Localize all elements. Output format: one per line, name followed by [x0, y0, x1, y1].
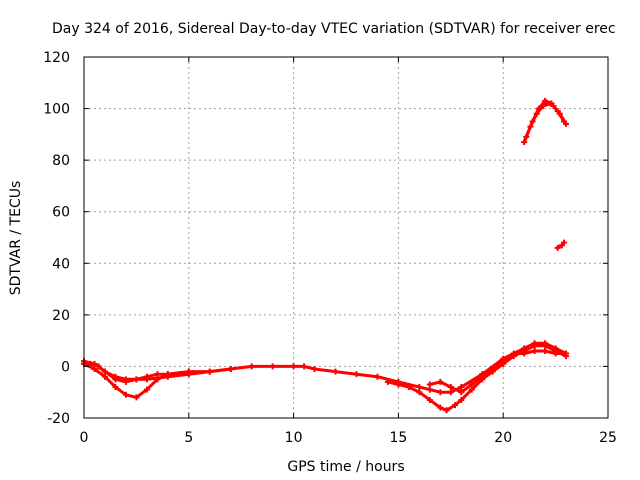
data-point [510, 350, 517, 357]
data-point [164, 373, 171, 380]
data-point [426, 386, 433, 393]
data-point [560, 118, 567, 125]
axis-ticks [83, 56, 609, 419]
data-point [122, 378, 129, 385]
y-tick-label: 0 [61, 359, 70, 375]
y-tick-label: 60 [52, 205, 70, 221]
data-point [416, 384, 423, 391]
y-tick-label: 80 [52, 153, 70, 169]
data-point [101, 373, 108, 380]
data-point [479, 373, 486, 380]
data-point [458, 396, 465, 403]
data-point [269, 363, 276, 370]
data-point [133, 394, 140, 401]
data-point [353, 371, 360, 378]
data-point [542, 347, 549, 354]
x-tick-label: 20 [494, 430, 512, 446]
data-point [443, 407, 450, 414]
data-point [468, 381, 475, 388]
y-tick-label: 20 [52, 308, 70, 324]
plot-frame [83, 56, 609, 419]
data-point [206, 368, 213, 375]
y-tick-label: 100 [43, 102, 70, 118]
x-tick-label: 10 [285, 430, 303, 446]
data-point [248, 363, 255, 370]
data-point [554, 108, 561, 115]
data-series [81, 97, 570, 414]
data-point [529, 118, 536, 125]
data-point [426, 396, 433, 403]
y-tick-label: -20 [47, 411, 70, 427]
data-point [542, 97, 549, 104]
data-point [301, 363, 308, 370]
data-point [560, 239, 567, 246]
data-point [101, 368, 108, 375]
data-point [500, 358, 507, 365]
x-tick-label: 25 [599, 430, 617, 446]
data-point [447, 389, 454, 396]
data-point [374, 373, 381, 380]
data-point [426, 381, 433, 388]
data-point [112, 384, 119, 391]
data-point [227, 366, 234, 373]
chart-title: Day 324 of 2016, Sidereal Day-to-day VTE… [52, 21, 616, 37]
data-point [112, 376, 119, 383]
data-point [405, 384, 412, 391]
data-point [91, 366, 98, 373]
data-point [154, 371, 161, 378]
x-tick-label: 5 [184, 430, 193, 446]
data-point [437, 404, 444, 411]
data-point [290, 363, 297, 370]
data-point [384, 378, 391, 385]
data-point [554, 244, 561, 251]
data-point [521, 350, 528, 357]
data-point [332, 368, 339, 375]
data-point [563, 350, 570, 357]
data-point [552, 350, 559, 357]
data-point [523, 133, 530, 140]
data-point [311, 366, 318, 373]
x-tick-label: 0 [80, 430, 89, 446]
data-point [458, 384, 465, 391]
y-tick-label: 40 [52, 256, 70, 272]
tick-labels: 0 5 10 15 20 25 -20 0 20 40 60 80 100 120 [43, 50, 617, 446]
data-point [531, 347, 538, 354]
x-axis-label: GPS time / hours [287, 459, 404, 475]
x-tick-label: 15 [389, 430, 407, 446]
data-point [447, 384, 454, 391]
data-point [531, 342, 538, 349]
y-axis-label: SDTVAR / TECUs [8, 181, 24, 296]
data-point [535, 105, 542, 112]
data-point [185, 371, 192, 378]
data-point [437, 389, 444, 396]
y-tick-label: 120 [43, 50, 70, 66]
data-point [548, 100, 555, 107]
data-point [143, 376, 150, 383]
data-point [468, 386, 475, 393]
data-point [122, 391, 129, 398]
data-point [395, 381, 402, 388]
data-point [521, 139, 528, 146]
data-point [451, 402, 458, 409]
data-point [542, 342, 549, 349]
grid-lines [84, 57, 608, 418]
data-point [91, 360, 98, 367]
data-point [416, 389, 423, 396]
data-point [133, 376, 140, 383]
data-point [458, 389, 465, 396]
data-point [143, 386, 150, 393]
data-point [437, 378, 444, 385]
